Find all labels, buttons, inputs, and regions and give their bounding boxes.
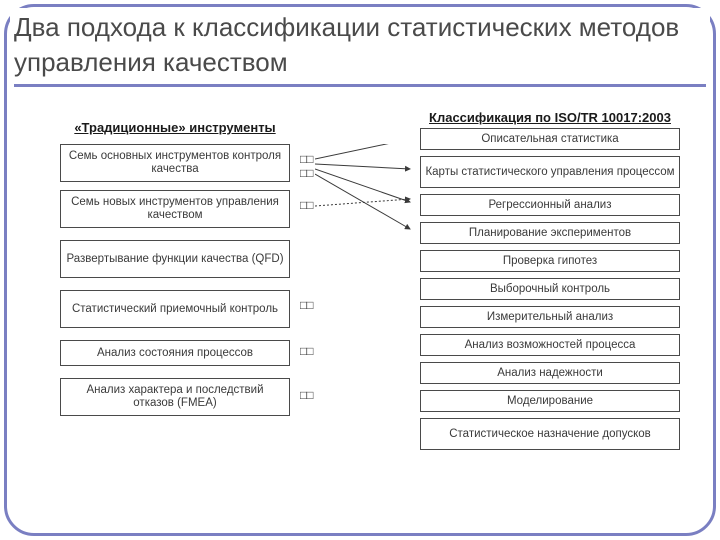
left-box: Развертывание функции качества (QFD) xyxy=(60,240,290,278)
left-column-header: «Традиционные» инструменты xyxy=(60,120,290,135)
diagram-content: «Традиционные» инструменты Классификация… xyxy=(30,110,690,520)
left-box: Статистический приемочный контроль xyxy=(60,290,290,328)
right-box: Регрессионный анализ xyxy=(420,194,680,216)
right-box: Анализ надежности xyxy=(420,362,680,384)
right-box: Измерительный анализ xyxy=(420,306,680,328)
right-box: Планирование экспериментов xyxy=(420,222,680,244)
left-box: Анализ состояния процессов xyxy=(60,340,290,366)
arrow-glyph: □□ xyxy=(300,152,313,166)
right-box: Моделирование xyxy=(420,390,680,412)
right-column-header: Классификация по ISO/TR 10017:2003 xyxy=(420,110,680,125)
title-block: Два подхода к классификации статистическ… xyxy=(10,8,710,95)
right-box: Проверка гипотез xyxy=(420,250,680,272)
left-box: Семь основных инструментов контроля каче… xyxy=(60,144,290,182)
right-box: Выборочный контроль xyxy=(420,278,680,300)
slide-title: Два подхода к классификации статистическ… xyxy=(14,10,706,80)
title-underline xyxy=(14,84,706,87)
right-box: Карты статистического управления процесс… xyxy=(420,156,680,188)
left-box: Семь новых инструментов управления качес… xyxy=(60,190,290,228)
arrow-glyph: □□ xyxy=(300,198,313,212)
right-box: Описательная статистика xyxy=(420,128,680,150)
right-box: Статистическое назначение допусков xyxy=(420,418,680,450)
right-box: Анализ возможностей процесса xyxy=(420,334,680,356)
left-box: Анализ характера и последствий отказов (… xyxy=(60,378,290,416)
arrow-glyph: □□ xyxy=(300,166,313,180)
arrow-glyph: □□ xyxy=(300,298,313,312)
arrow-glyph: □□ xyxy=(300,344,313,358)
arrow-glyph: □□ xyxy=(300,388,313,402)
mapping-arrows xyxy=(315,144,415,234)
